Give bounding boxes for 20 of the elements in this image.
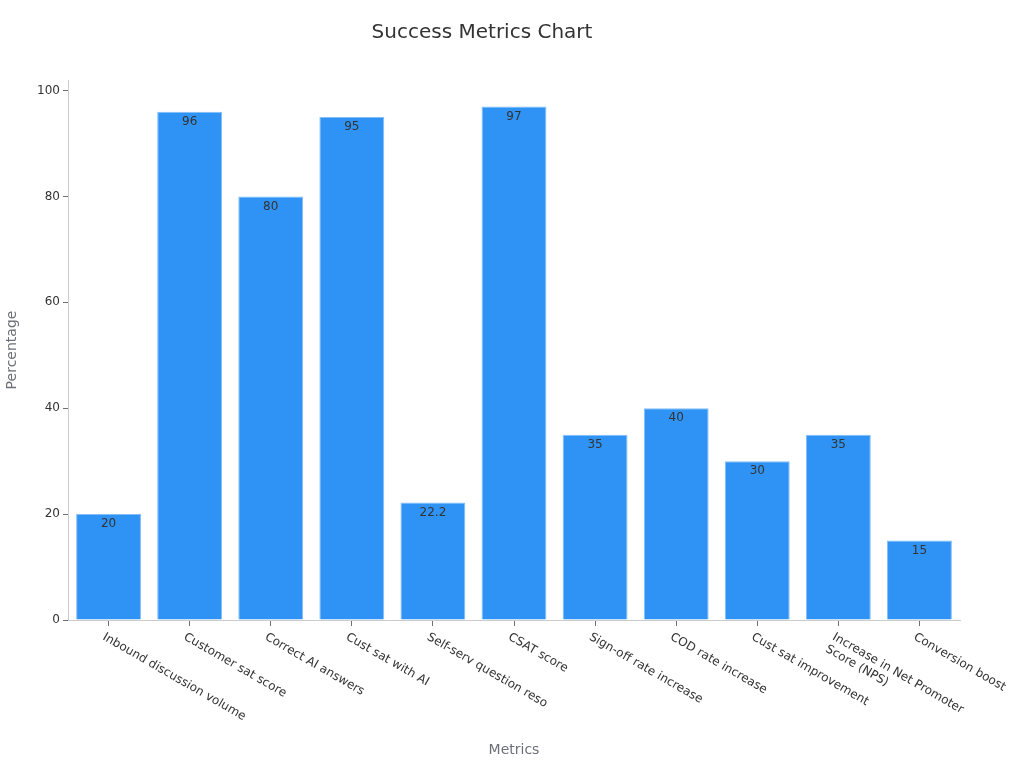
data-label: 80 xyxy=(263,198,279,213)
data-label: 40 xyxy=(668,410,684,425)
data-label: 95 xyxy=(344,119,360,134)
data-label: 30 xyxy=(749,463,765,478)
data-label: 20 xyxy=(100,516,117,531)
data-label: 15 xyxy=(911,542,928,557)
data-label: 97 xyxy=(506,108,522,123)
data-label: 35 xyxy=(830,436,846,451)
y-tick-label: 20 xyxy=(44,506,60,521)
chart-title: Success Metrics Chart xyxy=(371,19,593,44)
y-tick-label: 60 xyxy=(44,294,60,309)
y-tick-label: 0 xyxy=(52,612,60,627)
y-axis-title: Percentage xyxy=(3,310,20,390)
data-label: 96 xyxy=(182,113,198,128)
data-label: 22.2 xyxy=(419,504,447,519)
y-tick-label: 80 xyxy=(44,188,60,203)
y-tick-label: 40 xyxy=(44,400,60,415)
data-label: 35 xyxy=(587,436,603,451)
x-axis-title: Metrics xyxy=(488,741,540,758)
y-tick-label: 100 xyxy=(37,82,60,97)
